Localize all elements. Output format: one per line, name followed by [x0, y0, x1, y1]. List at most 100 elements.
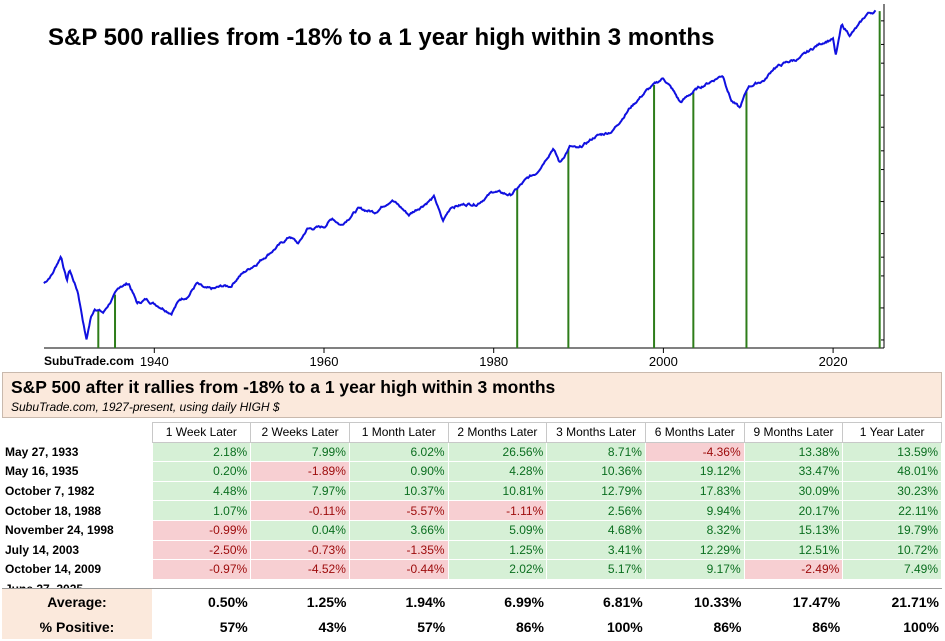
table-subtitle: SubuTrade.com, 1927-present, using daily… — [11, 400, 280, 414]
summary-value: 1.94% — [405, 593, 446, 610]
return-cell — [842, 578, 942, 600]
summary-value: 100% — [903, 618, 939, 635]
table-header-row: 1 Week Later 2 Weeks Later 1 Month Later 2 … — [2, 422, 942, 443]
return-cell: -5.57% — [348, 500, 449, 521]
summary-value: 10.33% — [694, 593, 742, 610]
return-cell: 13.38% — [743, 441, 844, 463]
table-row: October 7, 1982 4.48% 7.97% 10.37% 10.81% 12.… — [2, 480, 942, 502]
row-date: November 24, 1998 — [5, 523, 114, 538]
return-cell: 9.17% — [644, 559, 745, 580]
column-header: 1 Month Later — [348, 422, 449, 443]
chart-axes — [44, 4, 885, 349]
table-row: June 27, 2025 — [2, 578, 942, 600]
return-cell: -0.97% — [151, 559, 252, 580]
summary-value: 1.25% — [306, 593, 347, 610]
return-cell: 30.09% — [743, 480, 844, 502]
return-cell: 10.81% — [447, 480, 548, 502]
return-cell: 30.23% — [842, 480, 942, 502]
watermark: SubuTrade.com — [44, 354, 135, 368]
return-cell: 7.99% — [250, 441, 350, 463]
return-cell — [151, 578, 252, 600]
return-cell: 12.29% — [644, 539, 745, 561]
return-cell: 48.01% — [842, 461, 942, 482]
return-cell: 7.49% — [842, 559, 942, 580]
return-cell: 22.11% — [842, 500, 942, 521]
column-header: 1 Year Later — [842, 422, 942, 443]
return-cell: -0.44% — [348, 559, 449, 580]
column-header: 2 Weeks Later — [250, 422, 350, 443]
return-cell: 0.90% — [348, 461, 449, 482]
column-header: 3 Months Later — [546, 422, 646, 443]
return-cell — [348, 578, 449, 600]
summary-value: 57% — [219, 618, 248, 635]
return-cell: 3.41% — [546, 539, 646, 561]
summary-value: 6.99% — [504, 593, 544, 610]
x-tick-label: 2020 — [819, 354, 848, 369]
summary-label: % Positive: — [2, 614, 152, 639]
return-cell: 4.48% — [151, 480, 252, 502]
return-cell: 15.13% — [743, 519, 844, 541]
summary-section: Average: 0.50% 1.25% 1.94% 6.99% 6.81% 10.33% 1… — [2, 588, 942, 641]
table-row: July 14, 2003 -2.50% -0.73% -1.35% 1.25% 3.41… — [2, 539, 942, 561]
table-row: October 14, 2009 -0.97% -4.52% -0.44% 2.02% 5… — [2, 559, 942, 580]
row-date: October 7, 1982 — [5, 484, 95, 499]
return-cell: 19.12% — [644, 461, 745, 482]
return-cell: 10.37% — [348, 480, 449, 502]
return-cell: 8.32% — [644, 519, 745, 541]
row-date: October 14, 2009 — [5, 562, 102, 577]
return-cell: 19.79% — [842, 519, 942, 541]
return-cell: 4.68% — [546, 519, 646, 541]
return-cell: 4.28% — [447, 461, 548, 482]
summary-value: 100% — [606, 618, 643, 635]
table-row: October 18, 1988 1.07% -0.11% -5.57% -1.11% 2… — [2, 500, 942, 521]
row-date: May 16, 1935 — [5, 464, 79, 479]
return-cell: 2.18% — [151, 441, 252, 463]
summary-row: % Positive: 57% 43% 57% 86% 100% 86% 86% 100% — [2, 614, 942, 639]
table-row: May 16, 1935 0.20% -1.89% 0.90% 4.28% 10.36% 1… — [2, 461, 942, 482]
return-cell: 3.66% — [348, 519, 449, 541]
x-tick-label: 2000 — [649, 354, 678, 369]
table-body: May 27, 1933 2.18% 7.99% 6.02% 26.56% 8.71% -4… — [2, 441, 942, 600]
summary-value: 17.47% — [792, 593, 841, 610]
x-tick-label: 1940 — [140, 354, 169, 369]
return-cell: 1.07% — [151, 500, 252, 521]
return-cell — [743, 578, 844, 600]
return-cell: -0.73% — [250, 539, 350, 561]
x-tick-labels: 1940 1960 1980 2000 2020 — [140, 348, 848, 369]
return-cell: 2.02% — [447, 559, 548, 580]
summary-value: 86% — [713, 618, 742, 635]
price-line — [43, 9, 877, 340]
x-tick-label: 1980 — [479, 354, 508, 369]
return-cell: -0.99% — [151, 519, 252, 541]
return-cell: 17.83% — [644, 480, 745, 502]
return-cell: 9.94% — [644, 500, 745, 521]
summary-label: Average: — [2, 589, 152, 614]
return-cell: 10.36% — [546, 461, 646, 482]
return-cell: 10.72% — [842, 539, 942, 561]
header-blank — [2, 423, 152, 443]
summary-value: 86% — [812, 618, 841, 635]
summary-table: Average: 0.50% 1.25% 1.94% 6.99% 6.81% 10.33% 1… — [2, 589, 942, 639]
summary-value: 6.81% — [603, 593, 643, 610]
return-cell: -2.49% — [743, 559, 844, 580]
summary-row: Average: 0.50% 1.25% 1.94% 6.99% 6.81% 10.33% 1… — [2, 589, 942, 614]
table-row: May 27, 1933 2.18% 7.99% 6.02% 26.56% 8.71% -4… — [2, 441, 942, 463]
chart-title: S&P 500 rallies from -18% to a 1 year hi… — [48, 24, 715, 51]
return-cell: 20.17% — [743, 500, 844, 521]
return-cell: 26.56% — [447, 441, 548, 463]
return-cell: -4.36% — [644, 441, 745, 463]
return-cell: 2.56% — [546, 500, 646, 521]
summary-value: 0.50% — [208, 593, 248, 610]
return-cell: 7.97% — [250, 480, 350, 502]
column-header: 2 Months Later — [447, 422, 548, 443]
return-cell: -1.35% — [348, 539, 449, 561]
summary-value: 57% — [417, 618, 446, 635]
table-row: November 24, 1998 -0.99% 0.04% 3.66% 5.09% 4.… — [2, 519, 942, 541]
panel-header: S&P 500 after it rallies from -18% to a … — [2, 372, 942, 418]
return-cell: 5.17% — [546, 559, 646, 580]
summary-value: 43% — [318, 618, 347, 635]
row-date: October 18, 1988 — [5, 503, 102, 518]
return-cell: 12.51% — [743, 539, 844, 561]
return-cell: 0.20% — [151, 461, 252, 482]
return-cell: 0.04% — [250, 519, 350, 541]
